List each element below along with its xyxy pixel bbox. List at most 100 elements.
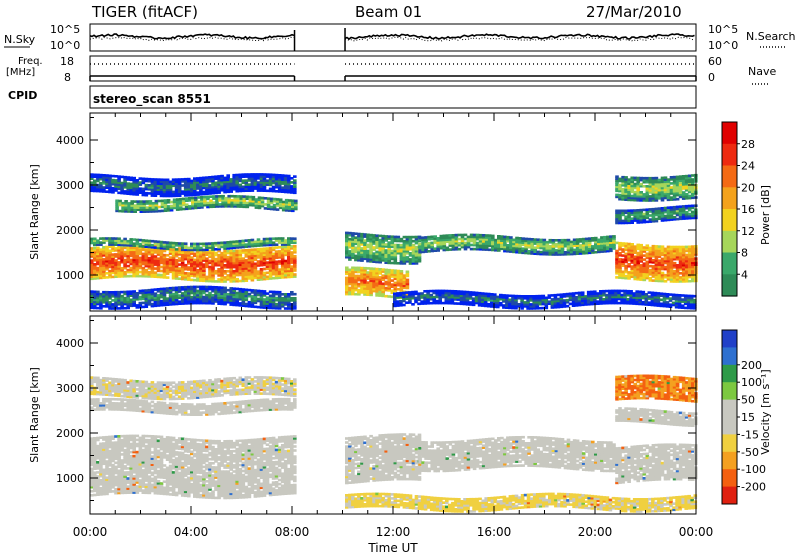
heatmap-cell	[396, 300, 400, 303]
heatmap-cell	[678, 294, 682, 297]
heatmap-cell	[264, 207, 268, 210]
heatmap-cell	[646, 244, 650, 247]
heatmap-cell	[670, 196, 674, 199]
heatmap-cell	[154, 240, 158, 243]
heatmap-cell	[224, 197, 228, 200]
heatmap-cell	[493, 293, 497, 296]
heatmap-cell	[214, 242, 218, 245]
heatmap-cell	[254, 173, 258, 176]
heatmap-cell	[223, 250, 227, 253]
heatmap-cell	[114, 291, 118, 294]
heatmap-cell	[275, 297, 279, 300]
heatmap-cell	[527, 238, 531, 241]
freq-left-label: Freq.	[18, 56, 43, 67]
heatmap-cell	[145, 289, 149, 292]
heatmap-cell	[529, 303, 533, 306]
heatmap-cell	[357, 283, 361, 286]
heatmap-cell	[679, 175, 683, 178]
heatmap-cell	[154, 267, 158, 270]
heatmap-cell	[587, 291, 591, 294]
heatmap-cell	[276, 198, 280, 201]
heatmap-cell	[175, 248, 179, 251]
sky-left-tick-bottom: 10^0	[50, 39, 80, 52]
heatmap-cell	[275, 291, 279, 294]
heatmap-cell	[639, 191, 643, 194]
heatmap-cell	[517, 303, 521, 306]
heatmap-cell	[658, 245, 662, 248]
heatmap-cell	[145, 184, 149, 187]
heatmap-cell	[402, 304, 406, 307]
heatmap-cell	[627, 178, 631, 181]
heatmap-cell	[618, 184, 622, 187]
heatmap-cell	[114, 175, 118, 178]
heatmap-cell	[184, 272, 188, 275]
heatmap-cell	[560, 293, 564, 296]
heatmap-cell	[670, 246, 674, 249]
heatmap-cell	[173, 199, 177, 202]
heatmap-cell	[558, 239, 562, 242]
heatmap-cell	[487, 293, 491, 296]
heatmap-cell	[102, 174, 106, 177]
radar-title: TIGER (fitACF)	[91, 3, 198, 21]
heatmap-cell	[293, 175, 297, 178]
heatmap-cell	[163, 288, 167, 291]
heatmap-cell	[366, 234, 370, 237]
heatmap-cell	[618, 194, 622, 197]
sky-right-tick-top: 10^5	[708, 23, 738, 36]
heatmap-cell	[294, 200, 298, 203]
heatmap-cell	[648, 291, 652, 294]
heatmap-cell	[517, 295, 521, 298]
heatmap-cell	[123, 251, 127, 254]
heatmap-cell	[223, 264, 227, 267]
heatmap-cell	[608, 290, 612, 293]
heatmap-cell	[618, 258, 622, 261]
heatmap-cell	[245, 179, 249, 182]
heatmap-cell	[387, 295, 391, 298]
heatmap-cell	[366, 250, 370, 253]
heatmap-cell	[223, 276, 227, 279]
heatmap-cell	[214, 182, 218, 185]
heatmap-cell	[284, 260, 288, 263]
heatmap-cell	[618, 178, 622, 181]
heatmap-cell	[649, 195, 653, 198]
heatmap-cell	[539, 251, 543, 254]
heatmap-cell	[284, 175, 288, 178]
heatmap-cell	[102, 305, 106, 308]
heatmap-cell	[357, 275, 361, 278]
heatmap-cell	[548, 294, 552, 297]
heatmap-cell	[648, 295, 652, 298]
heatmap-cell	[275, 246, 279, 249]
freq-left-tick-top: 18	[60, 55, 74, 68]
heatmap-cell	[679, 272, 683, 275]
heatmap-cell	[205, 294, 209, 297]
heatmap-cell	[279, 198, 283, 201]
heatmap-cell	[102, 291, 106, 294]
freq-right-tick-bottom: 0	[708, 71, 715, 84]
heatmap-cell	[214, 270, 218, 273]
heatmap-cell	[155, 200, 159, 203]
heatmap-cell	[114, 237, 118, 240]
heatmap-cell	[293, 179, 297, 182]
heatmap-cell	[612, 235, 616, 238]
heatmap-cell	[293, 273, 297, 276]
heatmap-cell	[406, 271, 410, 274]
heatmap-cell	[214, 175, 218, 178]
heatmap-cell	[639, 177, 643, 180]
heatmap-cell	[102, 186, 106, 189]
heatmap-cell	[588, 237, 592, 240]
heatmap-cell	[235, 174, 239, 177]
heatmap-cell	[123, 190, 127, 193]
heatmap-cell	[93, 247, 97, 250]
heatmap-cell	[266, 190, 270, 193]
heatmap-cell	[114, 259, 118, 262]
sky-traces	[90, 28, 695, 51]
heatmap-cell	[488, 249, 492, 252]
heatmap-cell	[193, 243, 197, 246]
heatmap-cell	[581, 291, 585, 294]
heatmap-cell	[266, 272, 270, 275]
heatmap-cell	[143, 200, 147, 203]
heatmap-cell	[538, 295, 542, 298]
heatmap-cell	[214, 258, 218, 261]
heatmap-cell	[397, 236, 401, 239]
freq-right-label: Nave	[748, 65, 776, 78]
